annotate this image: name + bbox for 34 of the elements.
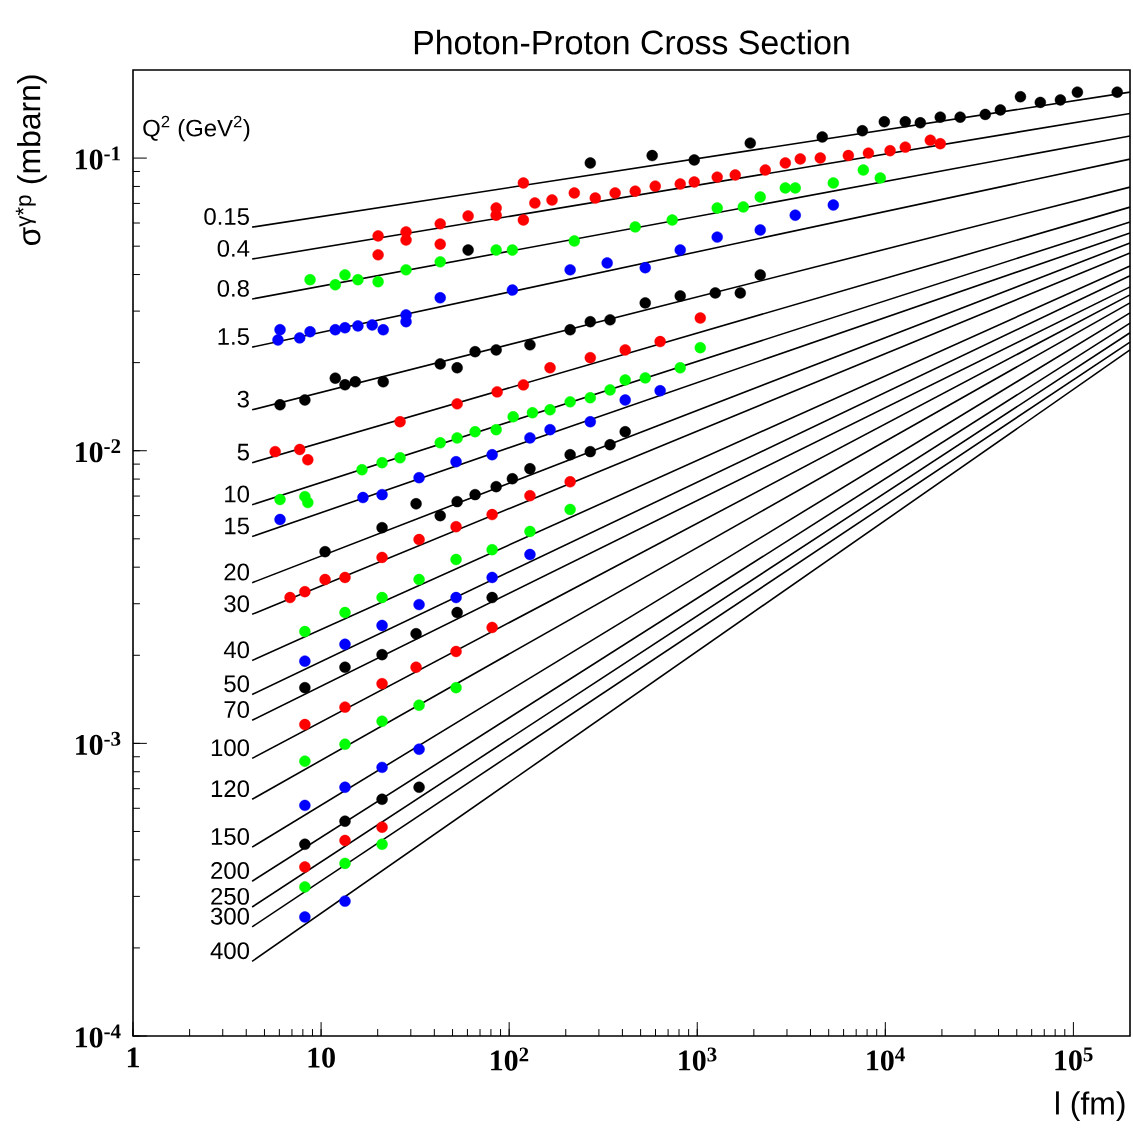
x-tick-label: 1 <box>127 1047 139 1068</box>
series-label: 0.8 <box>217 279 249 297</box>
x-tick-label: 10$^{4}$ <box>867 1047 905 1071</box>
series-label: 200 <box>211 862 249 880</box>
series-label: 20 <box>224 563 249 581</box>
series-label: 1.5 <box>218 328 249 345</box>
series-label: 70 <box>224 701 249 719</box>
series-label: 150 <box>211 828 249 845</box>
x-tick-label: 10$^{3}$ <box>679 1047 717 1071</box>
series-label: 100 <box>211 739 249 757</box>
series-label: 5 <box>237 443 249 461</box>
series-label: 250 <box>211 887 249 905</box>
legend-title: Q$^{2}$ (GeV$^{2}$) <box>143 115 250 142</box>
y-tick-label: 10$^{-3}$ <box>76 731 121 755</box>
x-tick-label: 10 <box>308 1047 335 1068</box>
series-label: 10 <box>225 485 249 503</box>
series-label: 50 <box>224 675 249 693</box>
series-label: 40 <box>223 641 249 659</box>
series-label: 0.15 <box>204 207 249 225</box>
series-label: 15 <box>225 517 249 535</box>
series-label: 30 <box>224 595 249 613</box>
y-tick-label: 10$^{-1}$ <box>76 146 120 170</box>
x-tick-label: 10$^{5}$ <box>1055 1047 1093 1071</box>
series-label: 300 <box>210 907 249 925</box>
y-axis-title: σ$^{γ*p}$ (mbarn) <box>15 75 47 246</box>
y-tick-label: 10$^{-4}$ <box>76 1024 121 1048</box>
series-label: 400 <box>210 942 249 960</box>
chart-title: Photon-Proton Cross Section <box>414 29 849 55</box>
series-label: 0.4 <box>217 239 250 257</box>
x-tick-label: 10$^{2}$ <box>491 1047 529 1071</box>
series-label: 3 <box>237 390 249 408</box>
x-axis-title: l (fm) <box>1056 1091 1125 1122</box>
series-label: 120 <box>211 780 249 798</box>
y-tick-label: 10$^{-2}$ <box>76 439 121 463</box>
